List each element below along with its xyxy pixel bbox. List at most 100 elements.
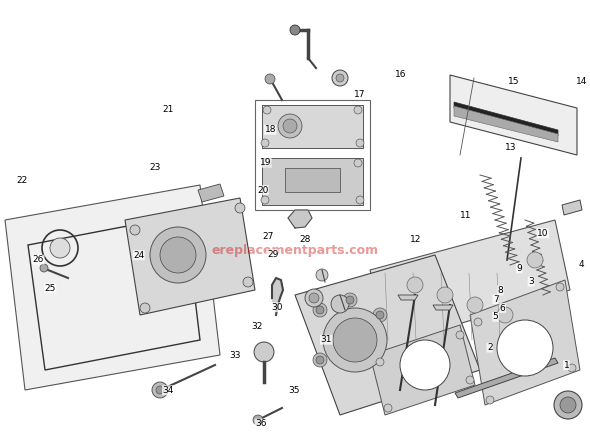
Text: 30: 30	[271, 303, 283, 312]
Text: 28: 28	[299, 235, 311, 244]
Text: 31: 31	[320, 335, 332, 344]
Polygon shape	[455, 358, 558, 398]
Polygon shape	[295, 255, 480, 415]
Text: 34: 34	[162, 386, 174, 395]
Text: 22: 22	[17, 176, 28, 185]
Text: 2: 2	[487, 343, 493, 352]
Circle shape	[346, 296, 354, 304]
Circle shape	[437, 287, 453, 303]
Circle shape	[278, 114, 302, 138]
Polygon shape	[262, 105, 363, 148]
Polygon shape	[398, 295, 418, 300]
Circle shape	[356, 351, 364, 359]
Text: 7: 7	[493, 295, 499, 304]
Text: 20: 20	[257, 186, 268, 194]
Circle shape	[150, 227, 206, 283]
Circle shape	[261, 139, 269, 147]
Text: 35: 35	[288, 386, 300, 395]
Text: 36: 36	[255, 419, 267, 428]
Circle shape	[376, 311, 384, 319]
Polygon shape	[470, 280, 580, 405]
Text: 13: 13	[504, 143, 516, 152]
Circle shape	[140, 303, 150, 313]
Circle shape	[235, 203, 245, 213]
Circle shape	[160, 237, 196, 273]
Polygon shape	[198, 184, 224, 202]
Circle shape	[474, 318, 482, 326]
Text: 33: 33	[229, 351, 241, 360]
Text: 3: 3	[528, 277, 534, 286]
Circle shape	[323, 308, 387, 372]
Polygon shape	[5, 185, 220, 390]
Polygon shape	[450, 75, 577, 155]
Text: 26: 26	[32, 255, 44, 264]
Polygon shape	[288, 210, 312, 228]
Circle shape	[400, 340, 450, 390]
Text: 23: 23	[149, 163, 161, 172]
Text: 9: 9	[516, 264, 522, 273]
Text: 18: 18	[264, 125, 276, 134]
Circle shape	[333, 318, 377, 362]
Circle shape	[373, 308, 387, 322]
Text: 1: 1	[563, 361, 569, 370]
Circle shape	[243, 277, 253, 287]
Text: ereplacementparts.com: ereplacementparts.com	[211, 243, 379, 257]
Polygon shape	[285, 168, 340, 192]
Circle shape	[265, 74, 275, 84]
Text: 16: 16	[395, 70, 407, 79]
Polygon shape	[262, 158, 363, 205]
Circle shape	[527, 252, 543, 268]
Circle shape	[313, 303, 327, 317]
Circle shape	[497, 320, 553, 376]
Circle shape	[556, 283, 564, 291]
Circle shape	[283, 119, 297, 133]
Text: 8: 8	[497, 286, 503, 295]
Text: 17: 17	[354, 90, 366, 99]
Circle shape	[309, 293, 319, 303]
Circle shape	[152, 382, 168, 398]
Text: 5: 5	[493, 312, 499, 321]
Text: 14: 14	[575, 77, 587, 86]
Circle shape	[253, 415, 263, 425]
Circle shape	[376, 358, 384, 366]
Circle shape	[343, 293, 357, 307]
Text: 24: 24	[133, 251, 145, 260]
Circle shape	[560, 397, 576, 413]
Text: 10: 10	[537, 229, 549, 238]
Circle shape	[130, 225, 140, 235]
Polygon shape	[454, 102, 558, 136]
Circle shape	[466, 376, 474, 384]
Polygon shape	[454, 106, 558, 142]
Circle shape	[467, 297, 483, 313]
Text: 4: 4	[578, 260, 584, 268]
Circle shape	[384, 404, 392, 412]
Circle shape	[332, 70, 348, 86]
Circle shape	[336, 74, 344, 82]
Circle shape	[261, 196, 269, 204]
Circle shape	[407, 277, 423, 293]
Text: 25: 25	[44, 284, 56, 293]
Circle shape	[353, 348, 367, 362]
Text: 19: 19	[260, 158, 271, 167]
Text: 29: 29	[267, 250, 278, 259]
Circle shape	[263, 106, 271, 114]
Polygon shape	[433, 305, 453, 310]
Text: 11: 11	[460, 211, 472, 220]
Circle shape	[354, 106, 362, 114]
Circle shape	[356, 196, 364, 204]
Circle shape	[305, 289, 323, 307]
Text: 27: 27	[263, 232, 274, 241]
Circle shape	[316, 306, 324, 314]
Polygon shape	[125, 198, 255, 315]
Circle shape	[316, 356, 324, 364]
Circle shape	[331, 295, 349, 313]
Circle shape	[356, 139, 364, 147]
Circle shape	[313, 353, 327, 367]
Polygon shape	[370, 220, 570, 345]
Circle shape	[554, 391, 582, 419]
Circle shape	[254, 342, 274, 362]
Circle shape	[354, 159, 362, 167]
Circle shape	[50, 238, 70, 258]
Text: 6: 6	[500, 304, 506, 312]
Text: 12: 12	[410, 235, 422, 244]
